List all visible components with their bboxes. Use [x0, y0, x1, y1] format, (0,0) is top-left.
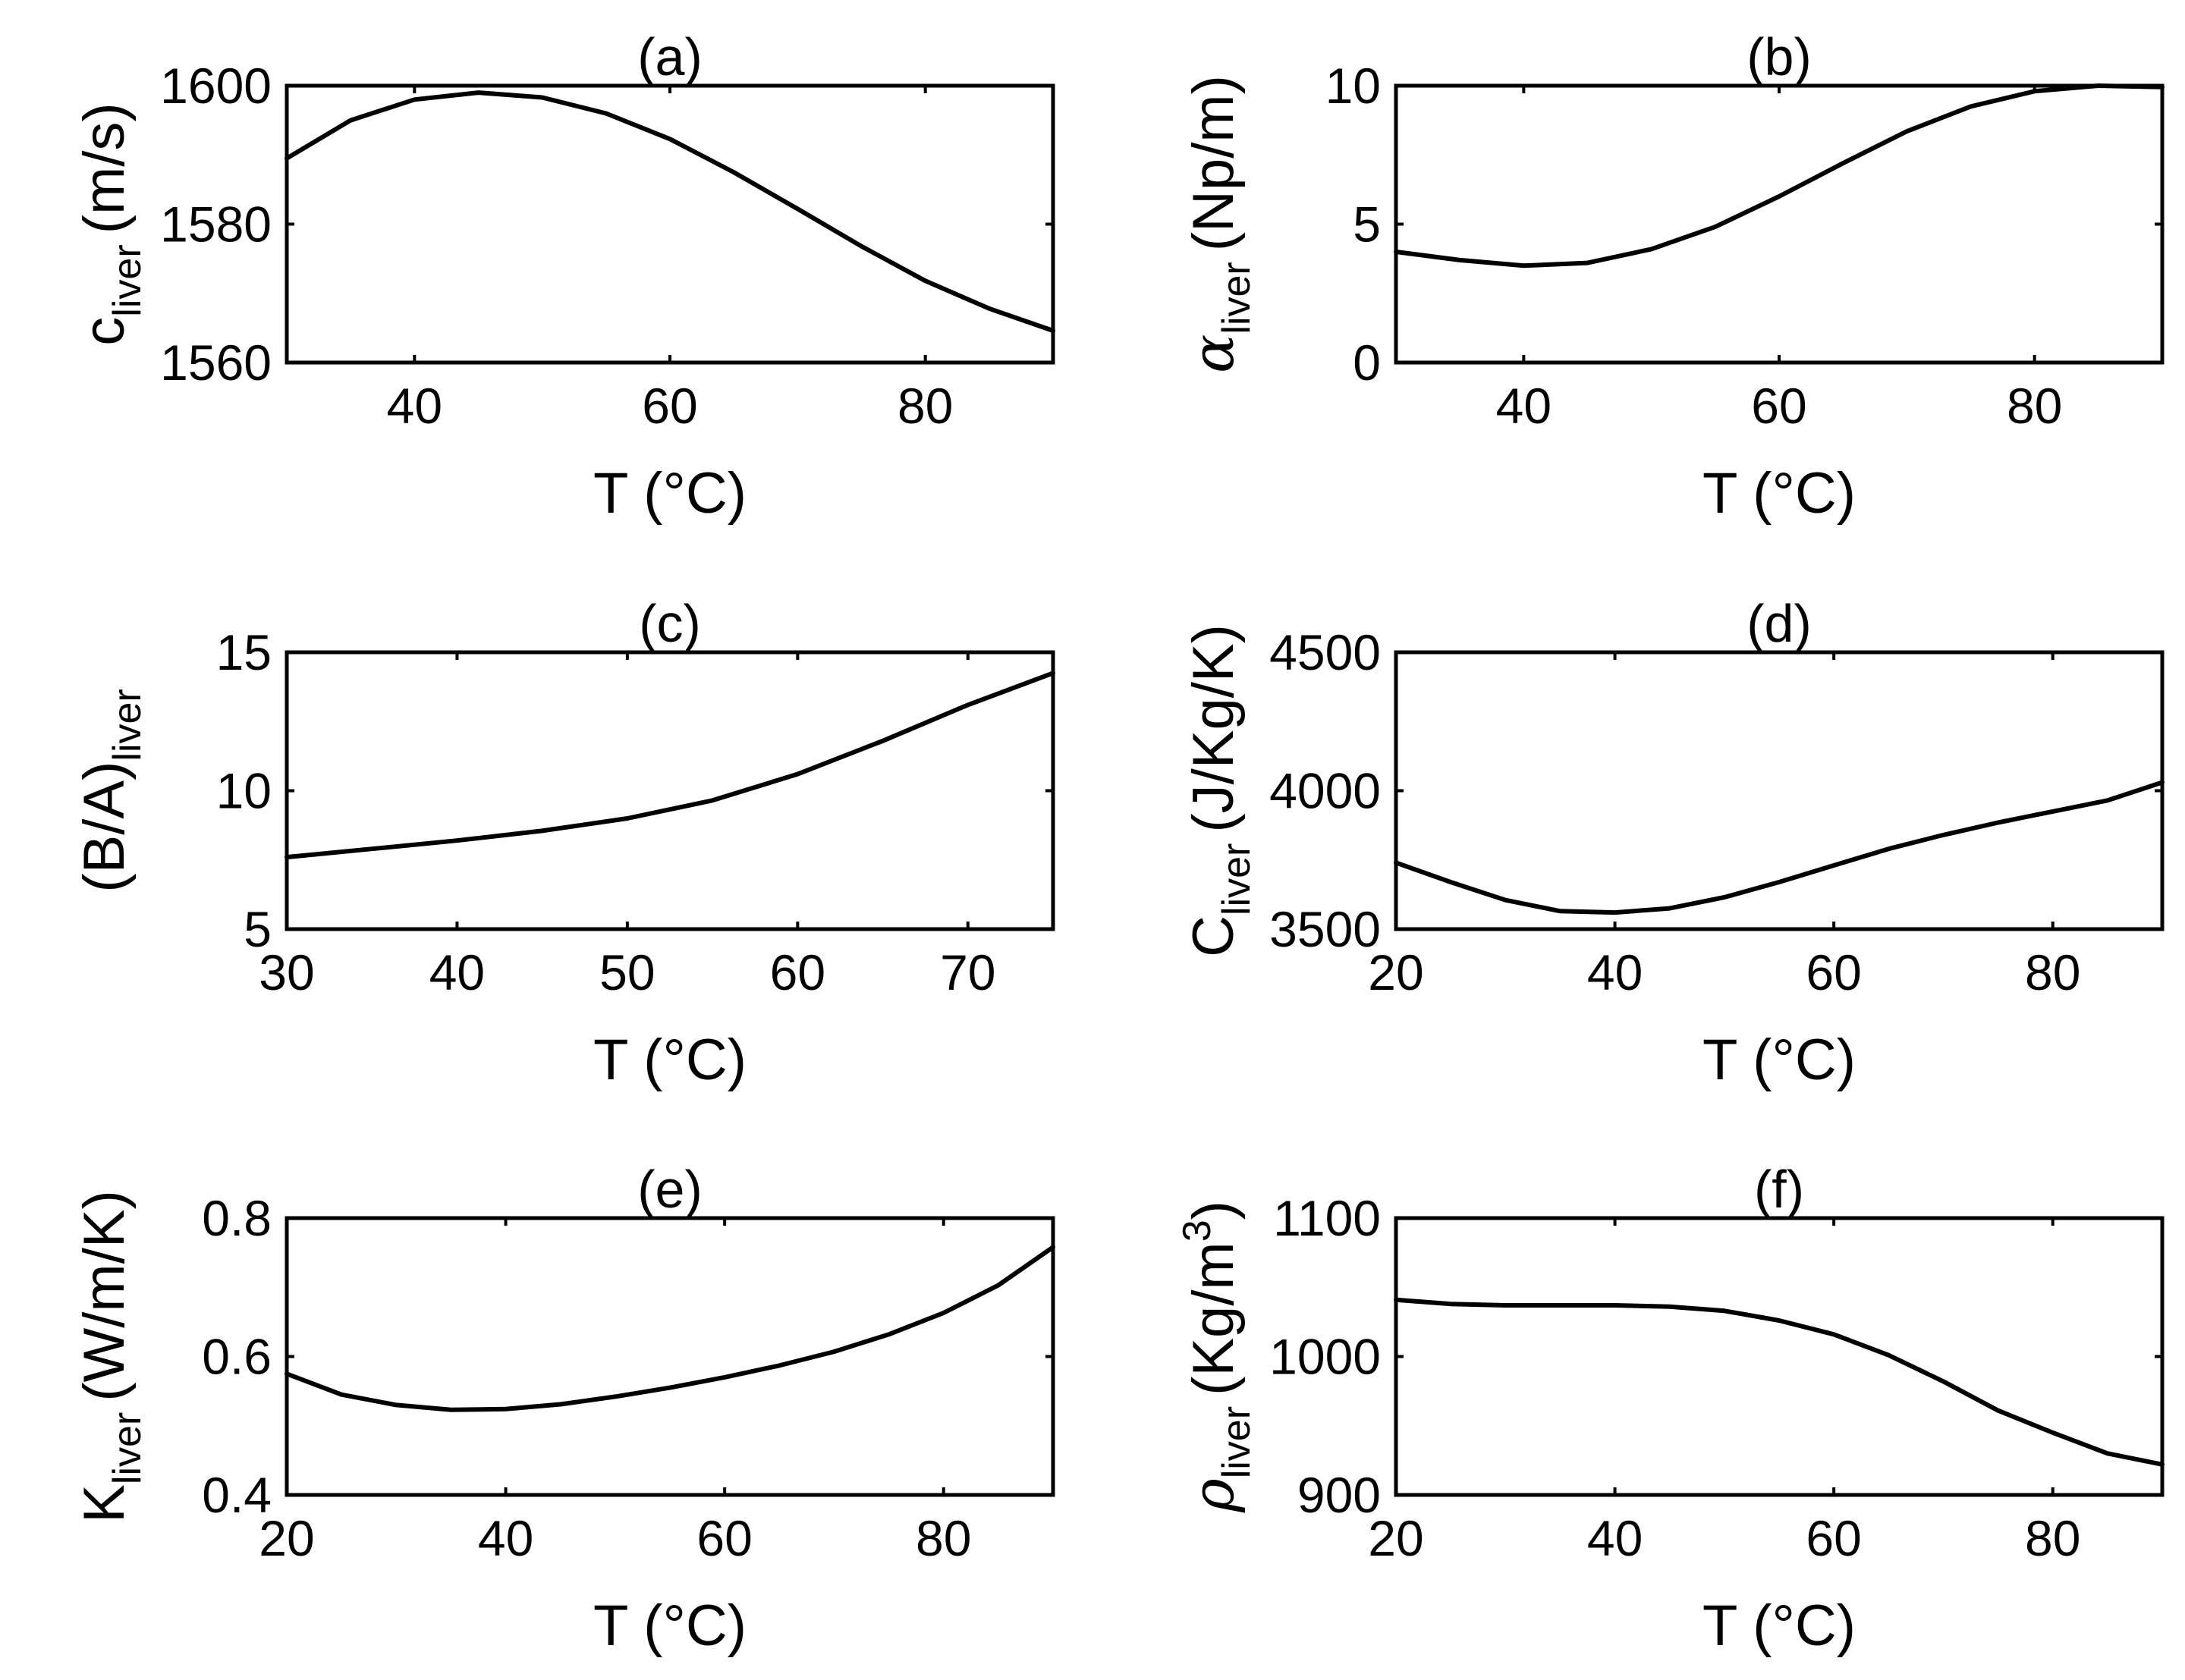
x-tick-label: 60	[696, 1510, 752, 1566]
x-tick-label: 70	[940, 944, 995, 1000]
plot-frame	[285, 650, 1055, 931]
y-tick-label: 15	[216, 624, 272, 680]
y-tick-label: 4500	[1269, 624, 1381, 680]
x-tick-label: 40	[387, 378, 442, 434]
y-tick-label: 1600	[160, 58, 272, 114]
x-tick-label: 40	[478, 1510, 533, 1566]
plot-frame	[1394, 1216, 2165, 1497]
series-line	[1394, 1297, 2165, 1467]
y-tick-label: 0.4	[202, 1467, 272, 1523]
x-tick-label: 60	[1806, 1510, 1861, 1566]
y-tick-label: 1100	[1273, 1190, 1381, 1246]
x-tick-label: 60	[642, 378, 697, 434]
plot-frame	[1394, 650, 2165, 931]
x-axis-label: T (°C)	[1702, 461, 1856, 526]
y-tick-label: 5	[1353, 196, 1381, 253]
x-tick-label: 60	[1751, 378, 1806, 434]
y-tick-label: 1580	[160, 196, 272, 253]
panel-a: 40 60 80 1560 1580 1600 (a) T (°C) cliver(m/s)	[72, 27, 1055, 526]
x-tick-label: 60	[1806, 944, 1861, 1000]
panel-d: 20 40 60 80 3500 4000 4500 (d) T (°C) Cliver(J/Kg…	[1181, 594, 2165, 1092]
x-tick-label: 20	[1368, 944, 1423, 1000]
panel-c: 30 40 50 60 70 5 10 15 (c) T (°C) (B/A)liver	[72, 594, 1055, 1092]
y-axis-label: (B/A)liver	[72, 689, 149, 892]
x-tick-label: 80	[2025, 1510, 2080, 1566]
y-tick-label: 4000	[1269, 763, 1381, 819]
y-tick-label: 0	[1353, 334, 1381, 391]
y-tick-label: 10	[216, 763, 272, 819]
y-tick-label: 3500	[1269, 901, 1381, 957]
x-axis-label: T (°C)	[1702, 1028, 1856, 1092]
x-tick-label: 80	[916, 1510, 971, 1566]
series-line	[285, 1245, 1055, 1412]
x-axis-label: T (°C)	[1702, 1594, 1856, 1658]
panel-title: (c)	[639, 594, 701, 653]
series-line	[285, 90, 1055, 333]
y-tick-label: 5	[244, 901, 272, 957]
x-tick-label: 50	[599, 944, 655, 1000]
x-tick-label: 80	[2025, 944, 2080, 1000]
y-axis-label: ρliver(Kg/m3)	[1175, 1201, 1259, 1513]
plot-frame	[285, 83, 1055, 365]
x-tick-label: 80	[898, 378, 953, 434]
series-line	[285, 670, 1055, 860]
series-line	[1394, 780, 2165, 915]
x-axis-label: T (°C)	[593, 461, 747, 526]
panel-b: 40 60 80 0 5 10 (b) T (°C) αliver(Np/m)	[1179, 27, 2165, 526]
x-tick-label: 40	[1587, 1510, 1643, 1566]
plot-frame	[285, 1216, 1055, 1497]
panel-title: (d)	[1746, 594, 1812, 653]
y-axis-label: cliver(m/s)	[72, 102, 149, 345]
x-axis-label: T (°C)	[593, 1594, 747, 1658]
y-tick-label: 1000	[1269, 1329, 1381, 1385]
y-axis-label: Kliver(W/m/K)	[72, 1190, 149, 1523]
series-line	[1394, 83, 2165, 268]
y-tick-label: 10	[1325, 58, 1381, 114]
panel-title: (b)	[1746, 27, 1812, 86]
x-tick-label: 30	[259, 944, 314, 1000]
y-tick-label: 0.6	[202, 1329, 272, 1385]
y-tick-label: 0.8	[202, 1190, 272, 1246]
panel-title: (e)	[637, 1160, 703, 1219]
panel-f: 20 40 60 80 900 1000 1100 (f) T (°C) ρliver(Kg/m3…	[1175, 1160, 2165, 1658]
y-axis-label: αliver(Np/m)	[1179, 75, 1259, 373]
panel-title: (a)	[637, 27, 703, 86]
y-tick-label: 900	[1297, 1467, 1381, 1523]
x-axis-label: T (°C)	[593, 1028, 747, 1092]
y-tick-label: 1560	[160, 334, 272, 391]
x-tick-label: 40	[1496, 378, 1552, 434]
panel-e: 20 40 60 80 0.4 0.6 0.8 (e) T (°C) Kliver(W/m/K)	[72, 1160, 1055, 1658]
plot-frame	[1394, 83, 2165, 365]
x-tick-label: 20	[259, 1510, 314, 1566]
x-tick-label: 20	[1368, 1510, 1423, 1566]
panel-title: (f)	[1754, 1160, 1804, 1219]
y-axis-label: Cliver(J/Kg/K)	[1181, 624, 1259, 957]
x-tick-label: 40	[429, 944, 485, 1000]
x-tick-label: 60	[770, 944, 825, 1000]
x-tick-label: 80	[2007, 378, 2062, 434]
x-tick-label: 40	[1587, 944, 1643, 1000]
